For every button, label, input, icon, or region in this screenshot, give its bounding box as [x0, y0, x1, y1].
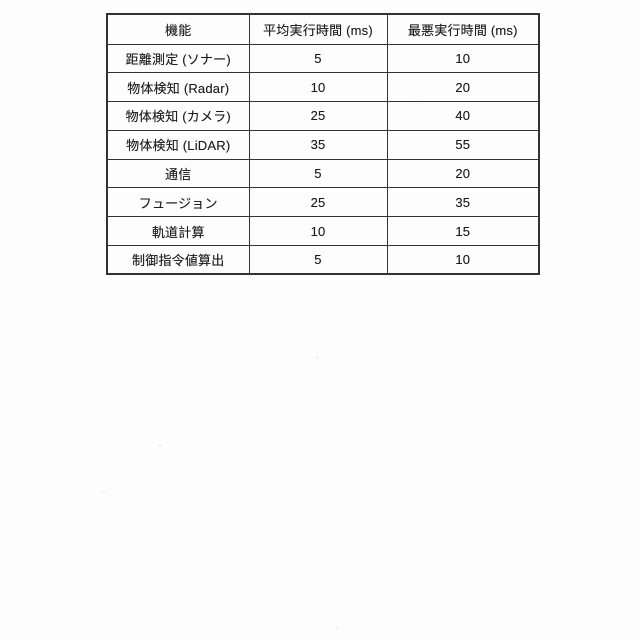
scan-speck: [158, 444, 162, 447]
avg-time-cell: 5: [248, 245, 388, 275]
worst-time-cell: 20: [386, 72, 540, 103]
table-row: フュージョン 25 35: [106, 187, 540, 218]
worst-time-cell: 55: [386, 129, 540, 160]
table-row: 物体検知 (Radar) 10 20: [106, 72, 540, 103]
worst-time-cell: 40: [386, 101, 540, 131]
avg-time-cell: 5: [248, 158, 388, 189]
table-row: 通信 5 20: [106, 158, 540, 189]
table-row: 物体検知 (カメラ) 25 40: [106, 101, 540, 131]
table-row: 距離測定 (ソナー) 5 10: [106, 43, 540, 74]
function-cell: 物体検知 (LiDAR): [106, 129, 250, 160]
worst-time-cell: 10: [386, 245, 540, 275]
avg-time-cell: 10: [248, 72, 388, 103]
function-cell: 通信: [106, 158, 250, 189]
column-header-function: 機能: [106, 13, 250, 45]
table-row: 制御指令値算出 5 10: [106, 245, 540, 275]
header-row: 機能 平均実行時間 (ms) 最悪実行時間 (ms): [106, 13, 540, 45]
avg-time-cell: 25: [248, 101, 388, 131]
function-cell: 制御指令値算出: [106, 245, 250, 275]
scan-speck: [316, 356, 319, 359]
worst-time-cell: 35: [386, 187, 540, 218]
column-header-worst-time: 最悪実行時間 (ms): [386, 13, 540, 45]
worst-time-cell: 10: [386, 43, 540, 74]
column-header-average-time: 平均実行時間 (ms): [248, 13, 388, 45]
function-cell: 物体検知 (Radar): [106, 72, 250, 103]
avg-time-cell: 10: [248, 216, 388, 247]
function-cell: 軌道計算: [106, 216, 250, 247]
worst-time-cell: 20: [386, 158, 540, 189]
execution-time-table: 機能 平均実行時間 (ms) 最悪実行時間 (ms) 距離測定 (ソナー) 5 …: [106, 13, 540, 276]
function-cell: フュージョン: [106, 187, 250, 218]
scan-speck: [336, 626, 339, 629]
table-row: 軌道計算 10 15: [106, 216, 540, 247]
function-cell: 物体検知 (カメラ): [106, 101, 250, 131]
function-cell: 距離測定 (ソナー): [106, 43, 250, 74]
avg-time-cell: 25: [248, 187, 388, 218]
scan-speck: [101, 491, 106, 493]
avg-time-cell: 35: [248, 129, 388, 160]
avg-time-cell: 5: [248, 43, 388, 74]
table-row: 物体検知 (LiDAR) 35 55: [106, 129, 540, 160]
scan-speck: [415, 103, 418, 105]
worst-time-cell: 15: [386, 216, 540, 247]
